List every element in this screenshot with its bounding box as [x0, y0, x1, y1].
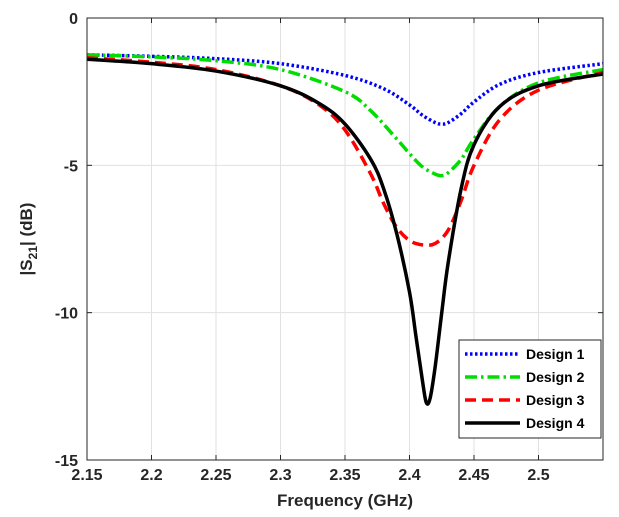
legend-label: Design 2: [526, 369, 585, 385]
x-tick-label: 2.5: [527, 467, 549, 484]
legend-label: Design 3: [526, 392, 585, 408]
x-tick-label: 2.2: [140, 467, 162, 484]
y-axis-label: |S21| (dB): [17, 203, 40, 276]
y-tick-label: 0: [69, 11, 78, 28]
x-tick-label: 2.15: [71, 467, 102, 484]
series-line-design-1: [87, 53, 603, 126]
y-tick-label: -15: [55, 453, 78, 470]
y-tick-label: -5: [64, 158, 78, 175]
y-ticks: 0 -5 -10 -15: [55, 11, 603, 470]
x-tick-label: 2.3: [269, 467, 291, 484]
legend-label: Design 4: [526, 415, 585, 431]
y-tick-label: -10: [55, 306, 78, 323]
series-group: [87, 53, 603, 406]
legend-label: Design 1: [526, 346, 585, 362]
series-line-design-4: [87, 57, 603, 406]
x-axis-label: Frequency (GHz): [277, 491, 413, 510]
x-tick-label: 2.45: [458, 467, 489, 484]
legend: Design 1 Design 2 Design 3 Design 4: [458, 339, 602, 439]
x-tick-label: 2.35: [329, 467, 360, 484]
x-tick-label: 2.25: [200, 467, 231, 484]
x-ticks: 2.15 2.2 2.25 2.3 2.35 2.4 2.45 2.5: [71, 18, 550, 484]
x-tick-label: 2.4: [398, 467, 420, 484]
